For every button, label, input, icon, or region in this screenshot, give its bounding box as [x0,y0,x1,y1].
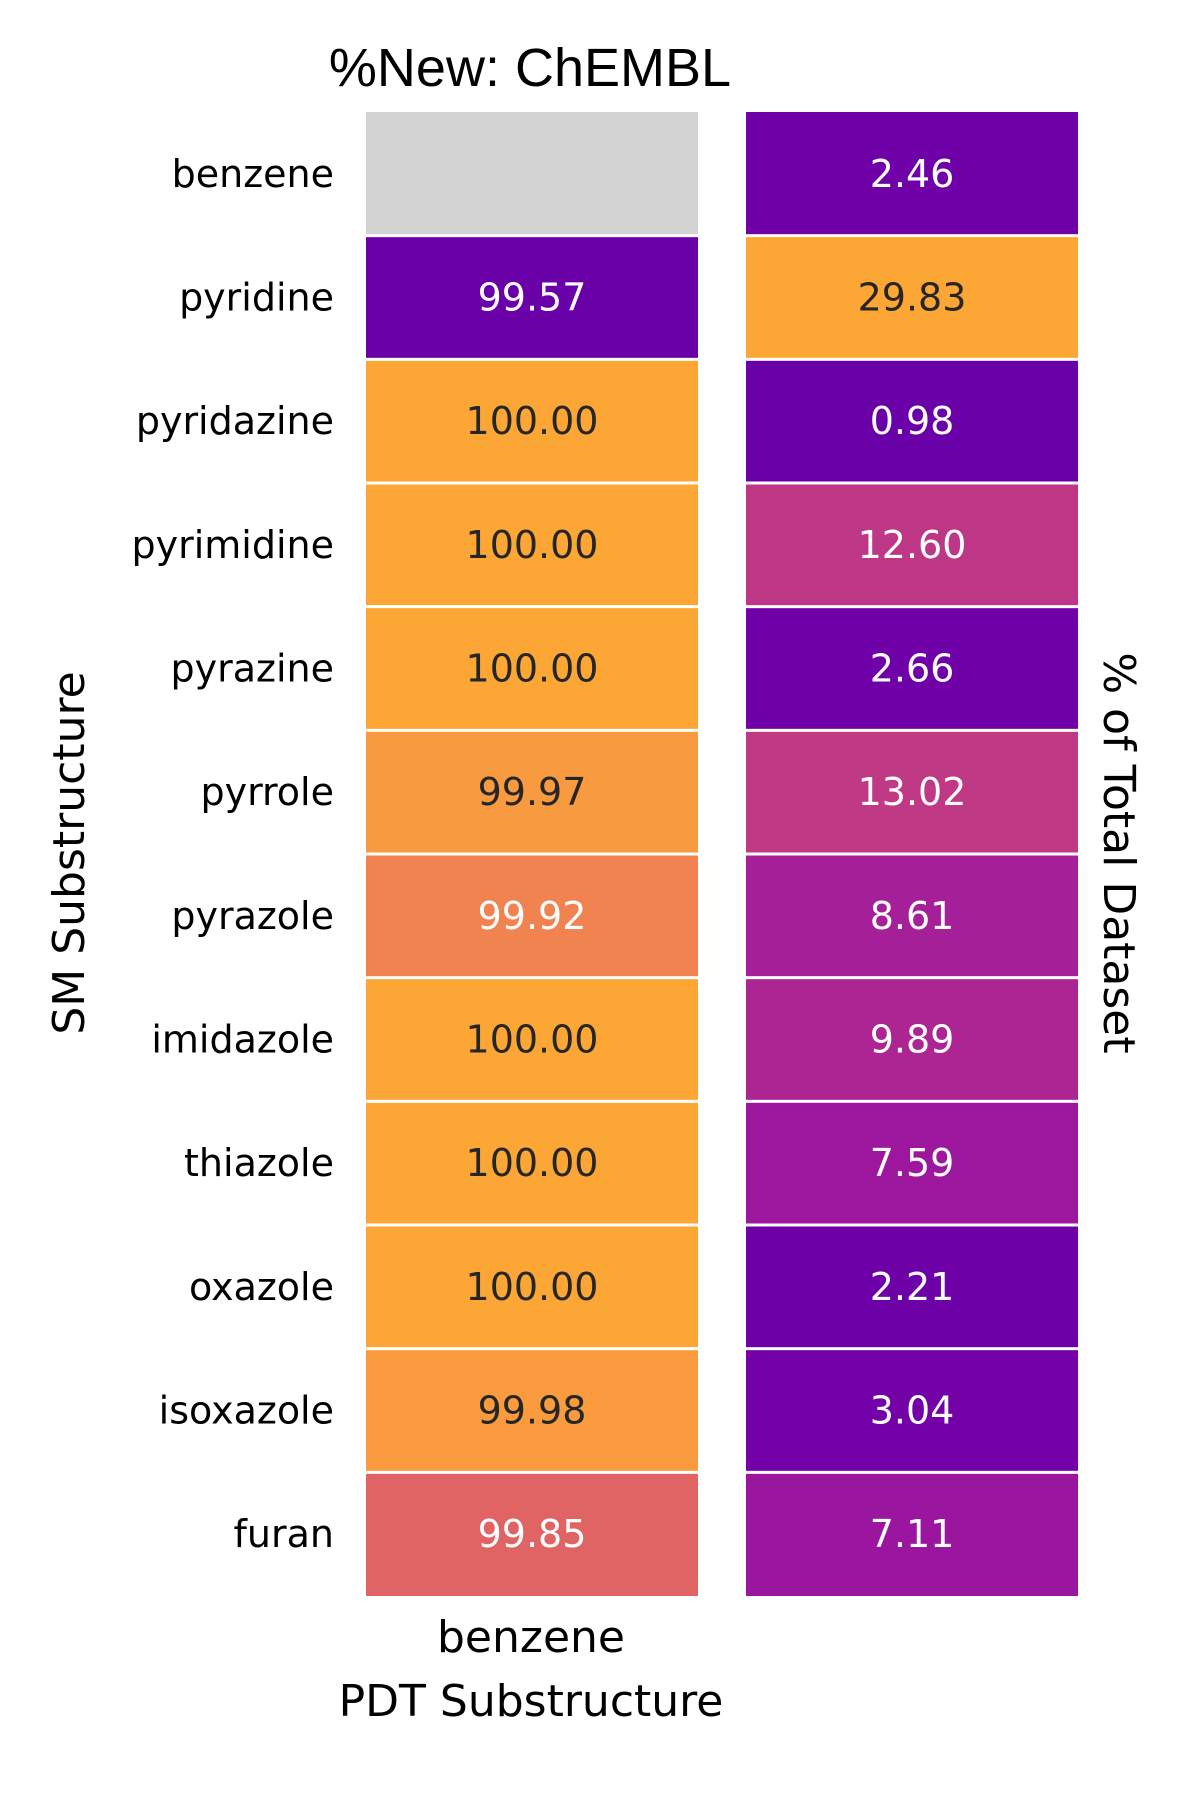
heatmap-cell [746,1350,1078,1471]
heatmap-cell [746,360,1078,482]
cell-value-label: 99.92 [478,894,587,938]
heatmap-cell [366,237,698,358]
row-label: imidazole [151,1018,334,1062]
heatmap-cell [746,1102,1078,1224]
row-labels: benzene pyridine pyridazine pyrimidine pyraz… [131,152,334,1556]
row-label: pyrrole [200,770,334,814]
cell-value-label: 99.98 [478,1389,587,1433]
heatmap-cell [366,112,698,235]
cell-value-label: 2.66 [870,647,955,691]
heatmap-cell [366,979,698,1100]
y-axis-label: SM Substructure [44,671,95,1034]
heatmap-cell [746,855,1078,977]
row-label: pyrimidine [131,523,334,567]
heatmap-cell [366,731,698,853]
x-axis-label: PDT Substructure [339,1676,724,1727]
row-label: pyridine [179,276,334,320]
row-label: furan [234,1512,334,1556]
heatmap-cell [366,1102,698,1224]
heatmap-cell [746,731,1078,853]
right-axis-label: % of Total Dataset [1093,652,1144,1053]
cell-value-label: 100.00 [466,523,599,567]
row-label: benzene [172,152,334,196]
heatmap-cell [366,360,698,482]
cell-value-label: 2.46 [870,152,955,196]
cell-value-label: 9.89 [870,1018,955,1062]
cell-value-label: 100.00 [466,1018,599,1062]
cell-value-label: 13.02 [858,770,967,814]
cell-value-label: 100.00 [466,647,599,691]
chart-title: %New: ChEMBL [329,38,731,98]
row-label: thiazole [184,1141,334,1185]
cell-value-label: 3.04 [870,1389,955,1433]
cell-value-label: 100.00 [466,1141,599,1185]
row-label: pyridazine [136,399,334,443]
heatmap-cells: 2.46 99.57 29.83 100.00 0.98 100.00 12.60 100.0… [366,112,1078,1596]
row-label: isoxazole [159,1389,334,1433]
row-label: oxazole [189,1265,334,1309]
heatmap-cell [366,608,698,729]
heatmap-cell [746,1226,1078,1348]
heatmap-cell [366,1473,698,1596]
heatmap-cell [746,1473,1078,1596]
heatmap-cell [366,484,698,606]
row-label: pyrazine [171,647,335,691]
cell-value-label: 99.85 [478,1512,587,1556]
heatmap-cell [746,112,1078,235]
heatmap-cell [746,979,1078,1100]
cell-value-label: 7.59 [870,1141,955,1185]
heatmap-cell [366,855,698,977]
cell-value-label: 0.98 [870,399,955,443]
heatmap-cell [746,608,1078,729]
cell-value-label: 2.21 [870,1265,955,1309]
cell-value-label: 99.57 [478,276,587,320]
cell-value-label: 12.60 [858,523,967,567]
cell-value-label: 100.00 [466,1265,599,1309]
heatmap-cell [746,484,1078,606]
heatmap-cell [366,1226,698,1348]
heatmap-cell [746,237,1078,358]
x-tick-label: benzene [437,1612,625,1663]
cell-value-label: 29.83 [858,276,967,320]
heatmap-cell [366,1350,698,1471]
cell-value-label: 100.00 [466,399,599,443]
row-label: pyrazole [171,894,334,938]
cell-value-label: 99.97 [478,770,587,814]
cell-value-label: 7.11 [870,1512,955,1556]
cell-value-label: 8.61 [870,894,955,938]
